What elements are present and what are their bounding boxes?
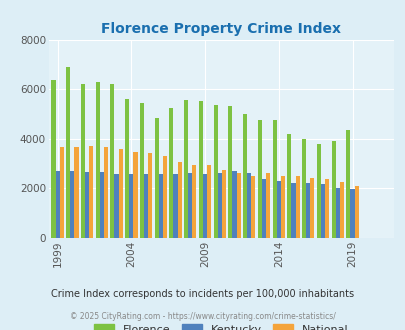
Bar (345, 130, 350, 238)
Bar (55, 171, 60, 238)
Bar (207, 165, 211, 238)
Bar (96, 82, 100, 238)
Bar (213, 105, 217, 238)
Bar (104, 147, 108, 238)
Bar (51, 81, 55, 238)
Bar (148, 153, 152, 238)
Bar (81, 84, 85, 238)
Bar (139, 103, 144, 238)
Bar (339, 182, 343, 238)
Bar (144, 175, 148, 238)
Bar (251, 176, 255, 238)
Bar (118, 148, 122, 238)
Bar (316, 144, 320, 238)
Bar (247, 173, 251, 238)
Bar (257, 120, 261, 238)
Bar (309, 178, 314, 238)
Bar (154, 117, 158, 238)
Bar (305, 183, 309, 238)
Bar (221, 170, 226, 238)
Bar (66, 67, 70, 238)
Bar (272, 120, 276, 238)
Bar (162, 156, 166, 238)
Bar (331, 141, 335, 238)
Bar (183, 100, 188, 238)
Bar (133, 152, 137, 238)
Bar (85, 172, 89, 238)
Bar (202, 175, 207, 238)
Bar (70, 171, 74, 238)
Bar (110, 84, 114, 238)
Bar (301, 139, 305, 238)
Text: Crime Index corresponds to incidents per 100,000 inhabitants: Crime Index corresponds to incidents per… (51, 289, 354, 299)
Bar (198, 102, 202, 238)
Bar (291, 183, 295, 238)
Bar (335, 188, 339, 238)
Bar (100, 172, 104, 238)
Bar (74, 147, 78, 238)
Legend: Florence, Kentucky, National: Florence, Kentucky, National (88, 318, 353, 330)
Bar (265, 173, 270, 238)
Bar (236, 173, 240, 238)
Bar (60, 147, 64, 238)
Bar (89, 146, 93, 238)
Title: Florence Property Crime Index: Florence Property Crime Index (101, 22, 341, 36)
Text: © 2025 CityRating.com - https://www.cityrating.com/crime-statistics/: © 2025 CityRating.com - https://www.city… (70, 312, 335, 321)
Bar (158, 175, 162, 238)
Bar (354, 185, 358, 238)
Bar (114, 175, 118, 238)
Bar (276, 181, 280, 238)
Bar (217, 173, 221, 238)
Bar (125, 99, 129, 238)
Bar (295, 176, 299, 238)
Bar (320, 184, 324, 238)
Bar (169, 108, 173, 238)
Bar (280, 176, 284, 238)
Bar (232, 171, 236, 238)
Bar (243, 114, 247, 238)
Bar (228, 106, 232, 238)
Bar (188, 173, 192, 238)
Bar (350, 189, 354, 238)
Bar (177, 162, 181, 238)
Bar (129, 175, 133, 238)
Bar (192, 165, 196, 238)
Bar (324, 180, 328, 238)
Bar (287, 134, 291, 238)
Bar (261, 180, 265, 238)
Bar (173, 175, 177, 238)
